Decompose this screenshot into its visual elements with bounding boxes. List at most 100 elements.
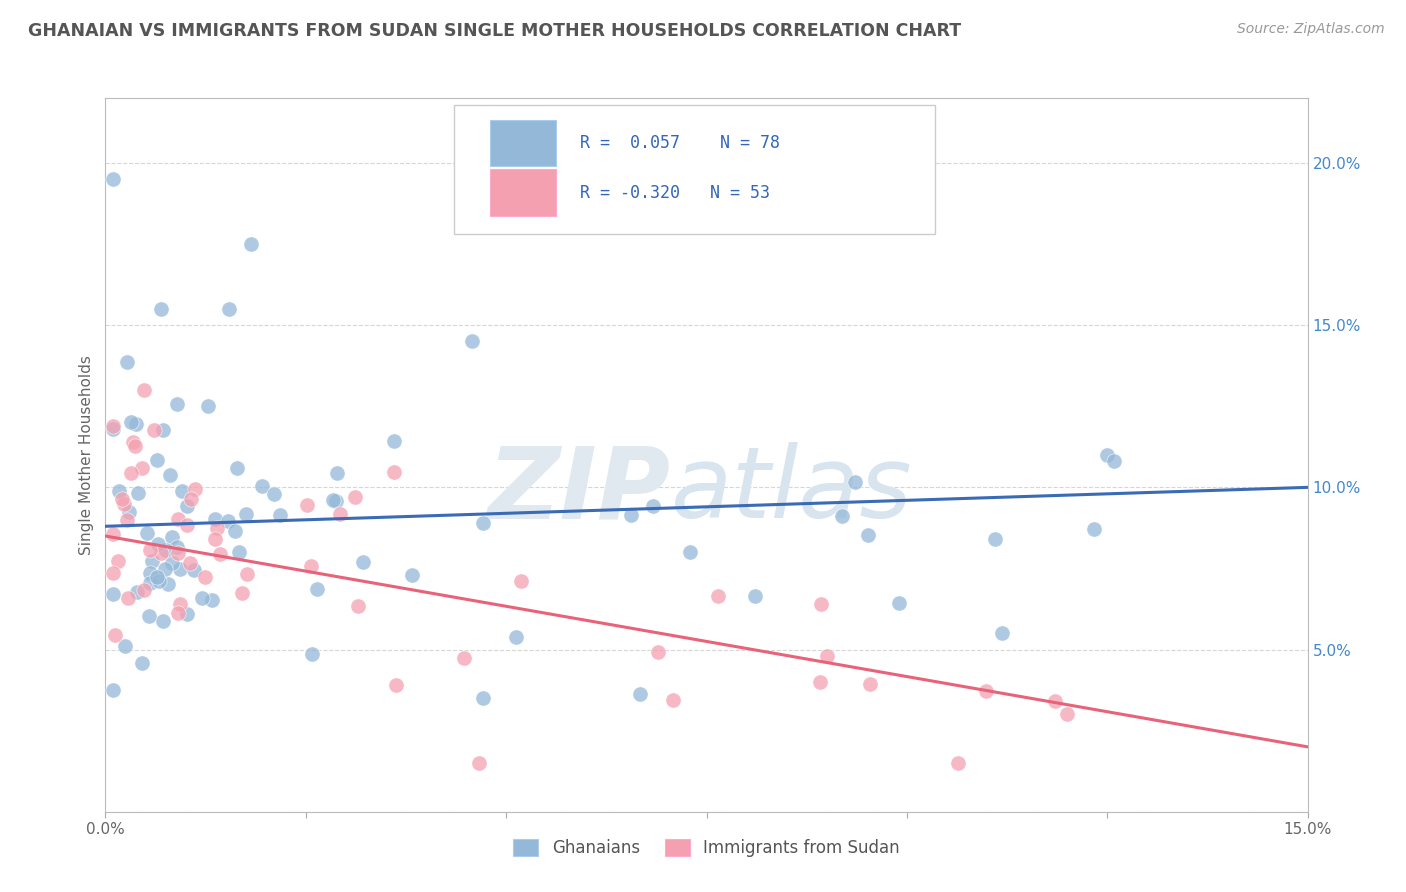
Point — [641, 499, 664, 513]
Point — [295, 498, 318, 512]
Point — [117, 591, 139, 606]
Point — [231, 586, 253, 600]
Bar — [491, 169, 557, 216]
Point — [132, 383, 155, 397]
Point — [176, 607, 198, 622]
Point — [191, 591, 214, 606]
Point — [111, 492, 134, 507]
Point — [112, 497, 135, 511]
Point — [235, 567, 257, 582]
Point — [744, 589, 766, 603]
Point — [131, 656, 153, 670]
Point — [471, 691, 494, 706]
Point — [401, 568, 423, 582]
Point — [201, 593, 224, 607]
Point — [107, 554, 129, 568]
Point — [301, 647, 323, 661]
Point — [325, 467, 347, 481]
Point — [131, 460, 153, 475]
Point — [166, 397, 188, 411]
Point — [453, 651, 475, 665]
Point — [856, 528, 879, 542]
Point — [179, 557, 201, 571]
Point — [831, 509, 853, 524]
Point — [205, 521, 228, 535]
Point — [170, 484, 193, 499]
Point — [647, 645, 669, 659]
Point — [103, 422, 125, 436]
Point — [127, 485, 149, 500]
Point — [204, 533, 226, 547]
Point — [145, 453, 167, 467]
Point — [167, 546, 190, 560]
Point — [141, 554, 163, 568]
Point — [167, 606, 190, 620]
Text: R =  0.057    N = 78: R = 0.057 N = 78 — [581, 134, 780, 152]
Text: ZIP: ZIP — [488, 442, 671, 539]
Point — [152, 423, 174, 437]
Text: Source: ZipAtlas.com: Source: ZipAtlas.com — [1237, 22, 1385, 37]
Point — [180, 491, 202, 506]
Point — [461, 334, 484, 349]
Point — [250, 479, 273, 493]
Point — [263, 487, 285, 501]
Point — [343, 490, 366, 504]
Point — [235, 507, 257, 521]
Text: GHANAIAN VS IMMIGRANTS FROM SUDAN SINGLE MOTHER HOUSEHOLDS CORRELATION CHART: GHANAIAN VS IMMIGRANTS FROM SUDAN SINGLE… — [28, 22, 962, 40]
Point — [103, 172, 125, 186]
Point — [322, 492, 344, 507]
Point — [1083, 522, 1105, 536]
Point — [329, 507, 352, 521]
Point — [148, 574, 170, 588]
FancyBboxPatch shape — [454, 105, 935, 234]
Point — [103, 526, 125, 541]
Point — [120, 415, 142, 429]
Point — [1045, 694, 1067, 708]
Point — [108, 483, 131, 498]
Point — [471, 516, 494, 530]
Point — [224, 524, 246, 538]
Point — [197, 400, 219, 414]
Point — [269, 508, 291, 523]
Point — [887, 596, 910, 610]
Point — [169, 597, 191, 611]
Point — [225, 460, 247, 475]
Point — [176, 500, 198, 514]
Point — [176, 517, 198, 532]
Point — [325, 494, 347, 508]
Point — [505, 630, 527, 644]
Point — [150, 546, 173, 560]
Point — [228, 545, 250, 559]
Point — [209, 547, 232, 561]
Point — [155, 543, 177, 558]
Point — [707, 589, 730, 603]
Point — [103, 627, 125, 641]
Point — [132, 583, 155, 598]
Point — [166, 540, 188, 554]
Point — [103, 587, 125, 601]
Point — [194, 569, 217, 583]
Bar — [491, 120, 557, 166]
Point — [1102, 454, 1125, 468]
Point — [136, 526, 159, 541]
Point — [990, 626, 1012, 640]
Point — [169, 562, 191, 576]
Point — [120, 466, 142, 480]
Point — [139, 542, 162, 557]
Point — [139, 575, 162, 590]
Point — [946, 756, 969, 770]
Point — [117, 505, 139, 519]
Point — [352, 555, 374, 569]
Point — [509, 574, 531, 588]
Point — [103, 682, 125, 697]
Point — [382, 434, 405, 448]
Point — [153, 562, 176, 576]
Point — [142, 423, 165, 437]
Point — [139, 566, 162, 581]
Point — [184, 482, 207, 496]
Point — [160, 556, 183, 570]
Point — [204, 512, 226, 526]
Point — [166, 512, 188, 526]
Text: atlas: atlas — [671, 442, 912, 539]
Point — [217, 515, 239, 529]
